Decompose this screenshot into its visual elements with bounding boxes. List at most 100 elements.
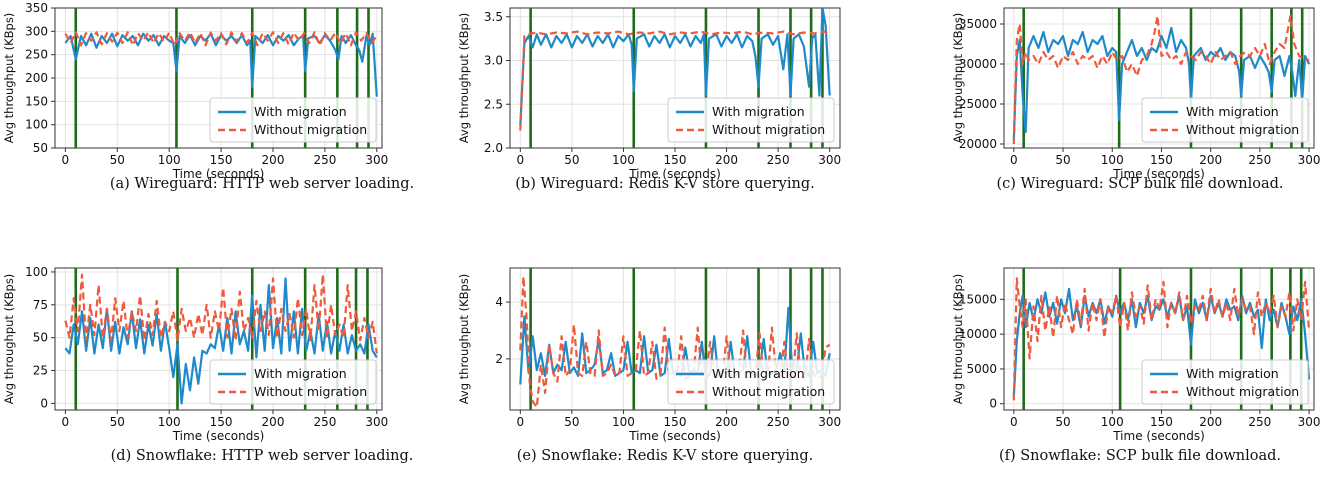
x-tick-label: 0 — [62, 153, 70, 167]
y-tick-label: 30000 — [959, 57, 997, 71]
x-tick-label: 0 — [62, 415, 70, 429]
plot-frame — [509, 267, 841, 411]
x-tick-label: 0 — [1010, 415, 1018, 429]
chart-panel: 0 50 100 150 200 250 300 0 25 50 75 100 With migrati… — [2, 265, 413, 464]
x-axis-label: Time (seconds) — [628, 429, 721, 443]
x-tick-label: 150 — [1150, 415, 1173, 429]
x-tick-label: 150 — [1150, 153, 1173, 167]
chart-caption: (e) Snowflake: Redis K-V store querying. — [517, 448, 814, 464]
x-tick-label: 50 — [110, 153, 125, 167]
plot-area — [64, 8, 378, 148]
series-line-without-migration — [64, 31, 378, 47]
legend: With migration Without migration — [1141, 359, 1309, 405]
y-tick-label: 2 — [495, 352, 503, 366]
legend-label: Without migration — [1186, 122, 1299, 137]
chart-panel: 0 50 100 150 200 250 300 50 100 150 200 250 300 350 Wi… — [2, 1, 414, 192]
legend-label: Without migration — [254, 384, 367, 399]
series-line-with-migration — [64, 277, 378, 405]
x-tick-label: 300 — [818, 415, 841, 429]
series-line-with-migration — [1012, 287, 1311, 397]
plot-frame — [509, 7, 841, 149]
y-tick-label: 5000 — [966, 362, 997, 376]
legend-box — [1141, 359, 1309, 405]
legend-label: Without migration — [712, 384, 825, 399]
plot-frame — [1003, 7, 1315, 149]
legend-label: Without migration — [254, 122, 367, 137]
legend: With migration Without migration — [1141, 97, 1309, 143]
x-tick-label: 200 — [1199, 153, 1222, 167]
y-tick-label: 300 — [25, 24, 48, 38]
x-tick-label: 50 — [110, 415, 125, 429]
y-tick-label: 15000 — [959, 292, 997, 306]
y-tick-label: 4 — [495, 295, 503, 309]
y-tick-label: 200 — [25, 71, 48, 85]
legend-label: Without migration — [712, 122, 825, 137]
legend-box — [209, 97, 377, 143]
legend: With migration Without migration — [667, 359, 835, 405]
x-axis-label: Time (seconds) — [172, 429, 265, 443]
x-tick-label: 150 — [210, 153, 233, 167]
y-axis-label: Avg throughput (KBps) — [457, 13, 471, 144]
legend-label: With migration — [254, 366, 347, 381]
x-tick-label: 250 — [767, 153, 790, 167]
series-line-with-migration — [1012, 26, 1311, 141]
y-tick-label: 35000 — [959, 17, 997, 31]
x-tick-label: 150 — [664, 415, 687, 429]
plot-frame — [1003, 267, 1315, 411]
x-tick-label: 300 — [1298, 153, 1321, 167]
x-tick-label: 100 — [158, 153, 181, 167]
y-axis-label: Avg throughput (KBps) — [457, 274, 471, 405]
plot-frame — [54, 267, 383, 411]
y-axis-label: Avg throughput (KBps) — [951, 274, 965, 405]
legend-box — [667, 359, 835, 405]
x-tick-label: 100 — [612, 153, 635, 167]
chart-panel: 0 50 100 150 200 250 300 0 5000 10000 15000 With mi… — [951, 267, 1321, 464]
legend: With migration Without migration — [209, 97, 377, 143]
series-line-without-migration — [519, 30, 831, 131]
y-tick-label: 150 — [25, 94, 48, 108]
series-line-with-migration — [64, 32, 378, 97]
y-tick-label: 3.5 — [484, 10, 503, 24]
y-tick-label: 350 — [25, 1, 48, 15]
y-tick-label: 10000 — [959, 327, 997, 341]
chart-caption: (d) Snowflake: HTTP web server loading. — [111, 448, 414, 464]
y-tick-label: 20000 — [959, 137, 997, 151]
x-axis-label: Time (seconds) — [1112, 167, 1205, 181]
x-tick-label: 50 — [1055, 415, 1070, 429]
x-tick-label: 300 — [365, 415, 388, 429]
series-line-without-migration — [1012, 277, 1311, 401]
x-tick-label: 300 — [818, 153, 841, 167]
x-tick-label: 0 — [516, 153, 524, 167]
chart-caption: (c) Wireguard: SCP bulk file download. — [996, 176, 1283, 192]
y-tick-label: 2.5 — [484, 97, 503, 111]
x-tick-label: 200 — [715, 415, 738, 429]
y-tick-label: 0 — [40, 396, 48, 410]
y-tick-label: 75 — [33, 298, 48, 312]
legend-label: With migration — [1186, 366, 1279, 381]
legend-label: With migration — [712, 366, 805, 381]
legend-label: With migration — [712, 104, 805, 119]
y-tick-label: 0 — [989, 397, 997, 411]
x-tick-label: 300 — [365, 153, 388, 167]
x-tick-label: 250 — [313, 153, 336, 167]
x-tick-label: 50 — [564, 415, 579, 429]
x-tick-label: 0 — [1010, 153, 1018, 167]
x-tick-label: 200 — [262, 153, 285, 167]
y-tick-label: 100 — [25, 265, 48, 279]
legend-box — [1141, 97, 1309, 143]
y-axis-label: Avg throughput (KBps) — [2, 13, 16, 144]
y-axis-label: Avg throughput (KBps) — [951, 13, 965, 144]
y-tick-label: 50 — [33, 141, 48, 155]
legend-box — [667, 97, 835, 143]
legend: With migration Without migration — [209, 359, 377, 405]
x-tick-label: 250 — [1248, 415, 1271, 429]
chart-panel: 0 50 100 150 200 250 300 20000 25000 30000 35000 Wi… — [951, 7, 1321, 192]
x-tick-label: 50 — [1055, 153, 1070, 167]
x-axis-label: Time (seconds) — [628, 167, 721, 181]
x-tick-label: 250 — [1248, 153, 1271, 167]
x-tick-label: 200 — [1199, 415, 1222, 429]
x-axis-label: Time (seconds) — [1112, 429, 1205, 443]
chart-caption: (f) Snowflake: SCP bulk file download. — [999, 448, 1281, 464]
x-tick-label: 100 — [612, 415, 635, 429]
